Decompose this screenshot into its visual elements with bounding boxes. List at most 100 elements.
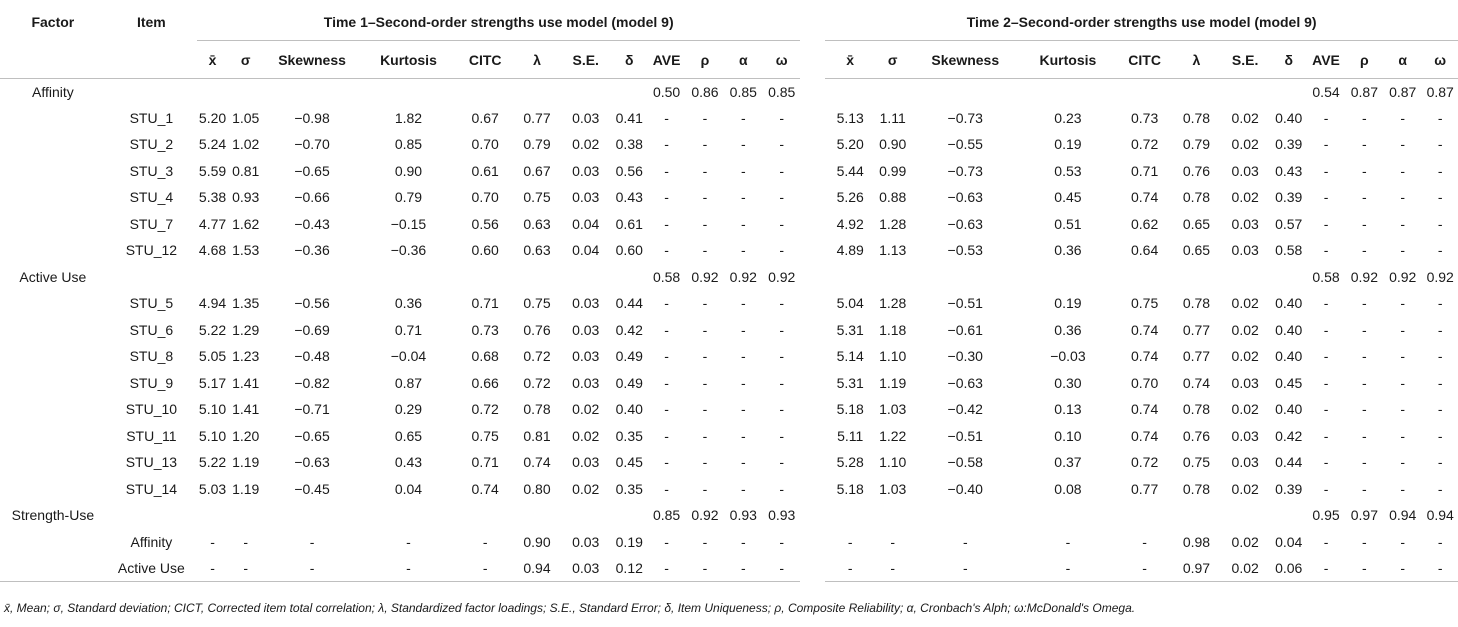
statistics-table: Factor Item Time 1–Second-order strength…	[0, 2, 1458, 582]
t2-lambda-cell: 0.74	[1182, 374, 1211, 391]
t1-mean-cell: 5.38	[198, 189, 227, 206]
t1-citc-cell: 0.73	[471, 321, 499, 338]
t1-delta-cell: 0.43	[615, 189, 643, 206]
t2-se-cell: 0.02	[1231, 401, 1259, 418]
t2-delta-cell: 0.45	[1275, 374, 1303, 391]
t2-ave-cell: -	[1323, 321, 1329, 338]
t2-kurtosis-cell	[1020, 264, 1115, 291]
t2-skewness-cell: −0.58	[947, 454, 983, 471]
t2-mean-cell: 4.89	[836, 242, 864, 259]
t1-kurtosis-cell: 1.82	[394, 109, 423, 126]
t1-se-cell: 0.03	[572, 109, 600, 126]
table-row: STU_2 5.24 1.02 −0.70 0.85 0.70 0.79 0.02 0.38 - -…	[0, 131, 1458, 158]
t1-citc-cell: 0.72	[471, 401, 499, 418]
t2-lambda-cell: 0.77	[1182, 348, 1211, 365]
t2-skewness-cell	[910, 78, 1020, 105]
t1-lambda-cell: 0.79	[523, 136, 551, 153]
t2-delta-cell	[1271, 502, 1306, 529]
t1-mean-cell: 5.20	[198, 109, 227, 126]
t1-omega-cell: -	[779, 295, 785, 312]
t2-skewness-cell: −0.40	[947, 480, 983, 497]
t1-col-kurtosis: Kurtosis	[360, 40, 457, 79]
t2-lambda-cell: 0.79	[1182, 136, 1211, 153]
t1-rho-cell: -	[702, 162, 708, 179]
table-row: Affinity 0.50 0.86 0.85 0.85 0.54 0.87 0.87 0.87	[0, 78, 1458, 105]
t2-lambda-cell: 0.76	[1182, 162, 1211, 179]
t2-kurtosis-cell: 0.30	[1054, 374, 1082, 391]
t2-omega-cell: -	[1437, 295, 1443, 312]
t2-alpha-cell: -	[1400, 401, 1406, 418]
table-row: STU_12 4.68 1.53 −0.36 −0.36 0.60 0.63 0.04 0.60…	[0, 237, 1458, 264]
t1-mean-cell: 4.68	[198, 242, 227, 259]
t2-alpha-cell: -	[1400, 189, 1406, 206]
t2-kurtosis-cell: 0.37	[1054, 454, 1082, 471]
t2-sd-cell: 1.28	[879, 215, 907, 232]
t1-rho-cell: -	[702, 374, 708, 391]
t2-ave-cell: -	[1323, 454, 1329, 471]
t1-citc-cell: 0.68	[471, 348, 499, 365]
t2-mean-cell: 5.11	[837, 427, 864, 444]
group-spacer	[800, 2, 825, 40]
t1-delta-cell	[612, 502, 647, 529]
t2-mean-cell: 5.44	[836, 162, 864, 179]
t2-se-cell	[1219, 502, 1271, 529]
t2-skewness-cell: -	[910, 555, 1021, 582]
spacer-cell	[800, 529, 825, 556]
t1-kurtosis-cell: 0.65	[394, 427, 423, 444]
t2-rho-cell: -	[1362, 454, 1367, 471]
t2-omega-cell: -	[1437, 427, 1443, 444]
t2-mean-cell: 5.20	[836, 136, 864, 153]
t2-ave-cell: -	[1306, 555, 1346, 582]
t2-delta-cell: 0.40	[1275, 348, 1303, 365]
factor-header-blank	[0, 40, 106, 79]
t1-delta-cell: 0.49	[615, 348, 643, 365]
t1-omega-cell: -	[779, 162, 785, 179]
t2-citc-cell: 0.71	[1130, 162, 1159, 179]
t2-citc-cell: -	[1142, 533, 1147, 550]
t1-rho-cell: -	[702, 454, 708, 471]
t2-omega-cell: 0.87	[1426, 83, 1454, 100]
t1-se-cell: 0.03	[572, 162, 600, 179]
t2-alpha-cell: -	[1400, 242, 1406, 259]
spacer-cell	[800, 423, 825, 450]
spacer-cell	[800, 370, 825, 397]
spacer-cell	[800, 158, 825, 185]
t2-se-cell	[1219, 264, 1271, 291]
t1-citc-cell: -	[456, 555, 515, 582]
t1-omega-cell: -	[762, 555, 801, 582]
spacer-cell	[800, 131, 825, 158]
t2-se-cell: 0.02	[1231, 136, 1259, 153]
t1-sd-cell: 1.41	[232, 401, 260, 418]
t2-omega-cell: -	[1437, 242, 1443, 259]
t1-skewness-cell	[263, 502, 360, 529]
t1-skewness-cell: −0.63	[294, 454, 330, 471]
t1-omega-cell: -	[779, 533, 785, 550]
t1-sd-cell: 1.23	[232, 348, 260, 365]
t1-col-ave: AVE	[646, 40, 687, 79]
t1-alpha-cell: -	[740, 348, 746, 365]
t1-ave-cell: -	[664, 480, 669, 497]
t2-skewness-cell: −0.30	[947, 348, 983, 365]
t2-ave-cell: -	[1323, 162, 1329, 179]
t2-se-cell: 0.02	[1219, 555, 1272, 582]
t2-alpha-cell: 0.94	[1389, 507, 1417, 524]
t2-se-cell: 0.02	[1231, 480, 1259, 497]
t2-mean-cell: 5.14	[836, 348, 864, 365]
spacer-cell	[800, 555, 825, 582]
t2-col-delta: δ	[1271, 40, 1307, 79]
t1-lambda-cell: 0.63	[523, 215, 551, 232]
t1-skewness-cell: −0.48	[294, 348, 330, 365]
t2-sd-cell: 0.88	[879, 189, 907, 206]
t2-delta-cell: 0.04	[1275, 533, 1303, 550]
t2-sd-cell: 1.11	[879, 109, 906, 126]
t2-rho-cell: -	[1362, 533, 1367, 550]
t1-mean-cell: 5.05	[198, 348, 227, 365]
t2-omega-cell: -	[1437, 215, 1443, 232]
t2-lambda-cell: 0.78	[1182, 480, 1211, 497]
t2-se-cell: 0.03	[1231, 242, 1259, 259]
t2-citc-cell: 0.74	[1130, 321, 1159, 338]
t2-se-cell	[1219, 78, 1271, 105]
t1-rho-cell: -	[702, 242, 708, 259]
t2-col-citc: CITC	[1115, 40, 1174, 79]
t2-kurtosis-cell: 0.36	[1054, 321, 1082, 338]
